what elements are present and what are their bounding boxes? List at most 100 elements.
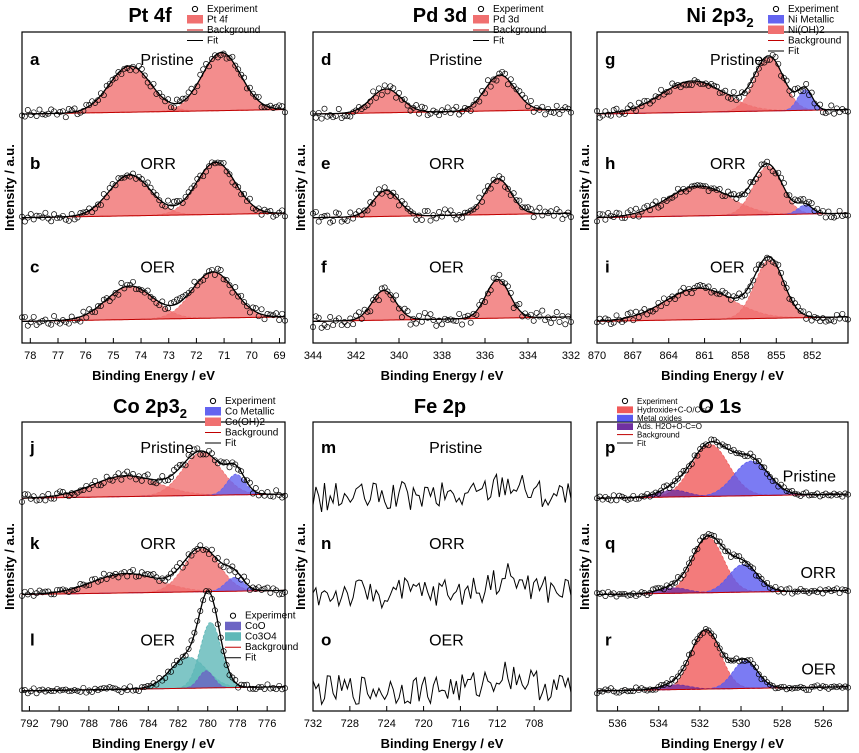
experiment-point xyxy=(621,591,628,598)
experiment-point xyxy=(200,173,207,180)
experiment-point xyxy=(487,287,494,294)
experiment-point xyxy=(144,683,151,689)
experiment-point xyxy=(753,71,759,78)
experiment-point xyxy=(332,209,339,216)
experiment-point xyxy=(150,680,157,687)
experiment-point xyxy=(652,198,659,205)
experiment-point xyxy=(828,214,835,221)
experiment-point xyxy=(373,190,380,197)
experiment-point xyxy=(390,296,397,303)
experiment-point xyxy=(45,320,52,327)
experiment-point xyxy=(672,82,679,89)
component-peak xyxy=(21,161,286,219)
x-tick-label: 70 xyxy=(246,350,258,362)
experiment-point xyxy=(674,673,681,680)
experiment-point xyxy=(270,685,277,691)
experiment-point xyxy=(786,192,793,199)
experiment-point xyxy=(165,305,172,312)
experiment-point xyxy=(258,104,265,111)
experiment-point xyxy=(112,473,119,480)
experiment-point xyxy=(282,492,288,499)
x-tick-label: 74 xyxy=(135,350,147,362)
experiment-point xyxy=(644,687,651,694)
experiment-point xyxy=(135,286,142,293)
experiment-point xyxy=(100,92,107,99)
experiment-point xyxy=(176,659,183,666)
experiment-point xyxy=(276,317,283,323)
panel-condition-label: ORR xyxy=(140,536,176,553)
experiment-point xyxy=(722,652,729,659)
experiment-point xyxy=(358,106,365,112)
experiment-point xyxy=(727,657,734,664)
experiment-point xyxy=(86,102,93,108)
experiment-point xyxy=(264,311,271,317)
experiment-point xyxy=(92,477,99,484)
experiment-point xyxy=(814,205,821,212)
experiment-point xyxy=(416,212,423,219)
experiment-point xyxy=(658,86,665,93)
experiment-point xyxy=(252,686,259,692)
experiment-point xyxy=(741,657,748,664)
experiment-point xyxy=(441,315,448,322)
experiment-point xyxy=(217,634,224,641)
experiment-point xyxy=(162,675,169,681)
experiment-point xyxy=(736,450,743,457)
experiment-point xyxy=(725,292,732,299)
experiment-point xyxy=(312,313,319,320)
experiment-point xyxy=(103,575,110,582)
experiment-point xyxy=(138,684,145,691)
experiment-point xyxy=(80,684,87,691)
experiment-point xyxy=(179,293,186,300)
legend-entry: Background xyxy=(473,25,546,36)
component-peak xyxy=(596,564,848,595)
experiment-point xyxy=(413,102,420,109)
experiment-point xyxy=(165,574,172,581)
experiment-point xyxy=(525,103,531,110)
experiment-point xyxy=(109,76,116,83)
experiment-point xyxy=(252,93,259,100)
experiment-point xyxy=(208,546,215,553)
experiment-point xyxy=(246,84,253,91)
experiment-point xyxy=(57,488,63,495)
experiment-point xyxy=(775,60,782,67)
experiment-point xyxy=(817,586,824,593)
experiment-point xyxy=(282,213,288,220)
experiment-point xyxy=(739,191,745,198)
experiment-point xyxy=(669,482,676,488)
experiment-point xyxy=(350,109,357,116)
experiment-point xyxy=(176,197,183,204)
experiment-point xyxy=(203,588,210,595)
experiment-point xyxy=(741,453,748,459)
experiment-point xyxy=(80,581,87,588)
experiment-point xyxy=(77,318,84,325)
experiment-point xyxy=(624,688,631,695)
experiment-point xyxy=(424,208,431,215)
experiment-point xyxy=(658,303,665,310)
experiment-point xyxy=(103,82,110,89)
experiment-point xyxy=(208,56,215,62)
x-tick-label: 870 xyxy=(588,350,606,362)
experiment-point xyxy=(545,105,552,112)
experiment-point xyxy=(121,65,128,72)
experiment-point xyxy=(490,176,497,183)
legend-swatch xyxy=(205,417,221,426)
experiment-point xyxy=(705,442,712,449)
experiment-point xyxy=(605,496,612,502)
experiment-point xyxy=(89,482,96,488)
x-tick-label: 338 xyxy=(433,350,451,362)
experiment-point xyxy=(77,210,84,217)
experiment-point xyxy=(775,685,782,691)
experiment-point xyxy=(68,107,75,114)
experiment-point xyxy=(118,71,125,78)
experiment-point xyxy=(127,683,134,690)
experiment-point xyxy=(39,589,46,596)
experiment-point xyxy=(65,688,72,695)
experiment-point xyxy=(171,662,177,668)
experiment-point xyxy=(493,275,500,282)
experiment-point xyxy=(766,681,773,688)
experiment-point xyxy=(599,112,606,119)
experiment-point xyxy=(627,688,634,695)
experiment-point xyxy=(191,89,198,95)
experiment-point xyxy=(789,91,796,98)
y-axis-label: Intensity / a.u. xyxy=(577,144,592,231)
